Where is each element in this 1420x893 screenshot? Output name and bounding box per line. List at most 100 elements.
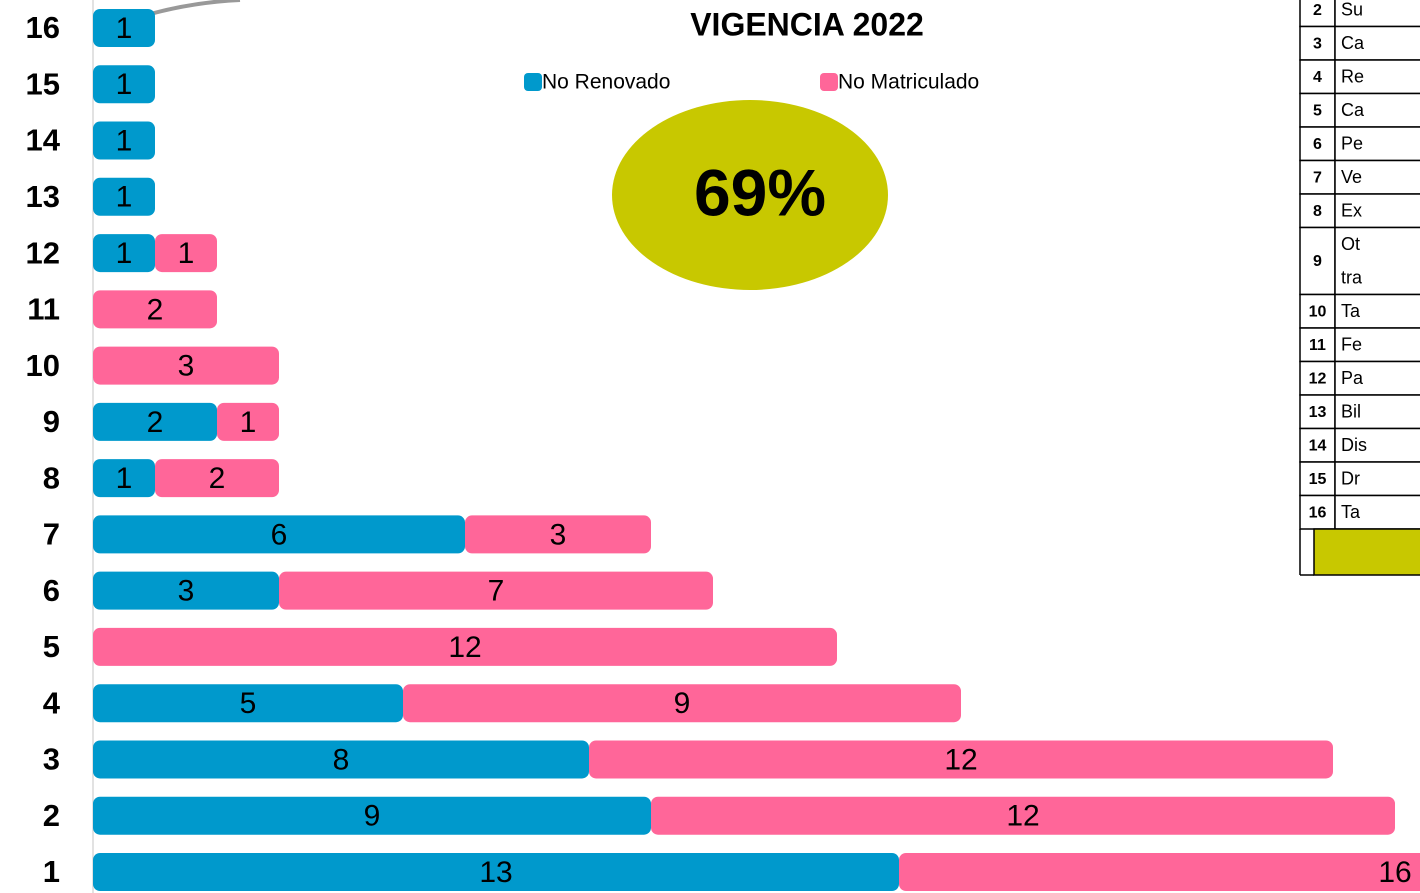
row-number: 9	[1313, 253, 1322, 270]
table-cell	[1334, 226, 1420, 296]
row-number: 4	[1313, 69, 1322, 86]
bars: 1 13 162 9 123 8 124 5 95 126 3 77 6 38 1 29 2 110 311 212 1…	[26, 9, 1420, 891]
value-label: 1	[240, 406, 257, 439]
y-tick-label: 6	[43, 573, 60, 608]
value-label: 1	[116, 181, 133, 214]
value-label: 6	[271, 518, 288, 551]
row-text: Pa	[1341, 368, 1364, 388]
value-label: 1	[116, 12, 133, 45]
bar-segment	[93, 65, 155, 104]
table-cell	[1299, 494, 1336, 530]
value-label: 12	[448, 631, 481, 664]
row-number: 8	[1313, 203, 1322, 220]
bar-segment	[279, 571, 713, 610]
row-number: 14	[1309, 437, 1327, 454]
row-text: Pe	[1341, 134, 1363, 154]
y-tick-label: 15	[26, 66, 60, 101]
value-label: 3	[178, 575, 195, 608]
y-tick-label: 1	[43, 854, 60, 889]
value-label: 2	[209, 462, 226, 495]
value-label: 12	[1006, 800, 1039, 833]
table-cell	[1299, 461, 1336, 497]
bar-segment	[93, 402, 217, 441]
row-number: 13	[1309, 404, 1327, 421]
table-cell	[1334, 193, 1420, 229]
legend-swatch	[820, 73, 838, 91]
value-label: 12	[944, 743, 977, 776]
y-tick-label: 4	[43, 685, 61, 720]
row-text: tra	[1341, 268, 1363, 288]
row-text: Ca	[1341, 33, 1365, 53]
table-cell	[1334, 92, 1420, 128]
legend-swatch	[524, 73, 542, 91]
value-label: 1	[178, 237, 195, 270]
legend-label: No Renovado	[542, 71, 670, 94]
legend-label: No Matriculado	[838, 71, 979, 94]
y-tick-label: 3	[43, 742, 60, 777]
bar-segment	[899, 853, 1420, 891]
row-text: Ta	[1341, 301, 1361, 321]
bar-segment	[93, 346, 279, 385]
row-text: Fe	[1341, 335, 1362, 355]
table-cell	[1334, 0, 1420, 28]
decoration	[149, 0, 241, 16]
table-cell	[1299, 25, 1336, 61]
value-label: 1	[116, 124, 133, 157]
row-text: Ex	[1341, 201, 1362, 221]
row-number: 5	[1313, 102, 1322, 119]
bar-segment	[93, 177, 155, 216]
y-tick-label: 12	[26, 235, 60, 270]
bar-segment	[93, 234, 155, 273]
value-label: 1	[116, 462, 133, 495]
table-cell	[1334, 327, 1420, 363]
value-label: 8	[333, 743, 350, 776]
row-text: Dr	[1341, 469, 1360, 489]
bar-segment	[93, 290, 217, 329]
row-number: 16	[1309, 504, 1327, 521]
legend: No Renovado No Matriculado	[524, 71, 979, 94]
bar-segment	[93, 627, 837, 666]
y-tick-label: 7	[43, 517, 60, 552]
table: 2 Su 3 Ca 4 Re 5 Ca 6 Pe 7 Ve 8 Ex 9 Ot tra 10 Ta 11 Fe 12 Pa 1…	[1299, 0, 1420, 576]
row-number: 11	[1309, 337, 1326, 354]
value-label: 2	[147, 293, 164, 326]
row-number: 7	[1313, 169, 1322, 186]
table-cell	[1334, 494, 1420, 530]
y-tick-label: 2	[43, 798, 60, 833]
table-cell	[1334, 427, 1420, 463]
table-cell	[1299, 92, 1336, 128]
table-cell	[1334, 461, 1420, 497]
table-cell	[1334, 360, 1420, 396]
chart-title: VIGENCIA 2022	[690, 6, 924, 42]
y-tick-label: 14	[26, 123, 61, 158]
bar-segment	[93, 459, 155, 498]
bar-segment	[93, 515, 465, 554]
row-text: Ve	[1341, 167, 1362, 187]
bar-segment	[465, 515, 651, 554]
bar-segment	[93, 740, 589, 779]
row-number: 10	[1309, 303, 1327, 320]
bar-segment	[589, 740, 1333, 779]
row-number: 2	[1313, 2, 1322, 19]
row-text: Dis	[1341, 435, 1367, 455]
value-label: 9	[364, 800, 381, 833]
bar-segment	[217, 402, 279, 441]
y-tick-label: 10	[26, 348, 60, 383]
bar-segment	[651, 796, 1395, 835]
row-number: 3	[1313, 35, 1322, 52]
table-footer	[1313, 528, 1420, 576]
row-text: Bil	[1341, 402, 1361, 422]
row-number: 12	[1309, 370, 1327, 387]
row-text: Ta	[1341, 502, 1361, 522]
row-text: Ca	[1341, 100, 1365, 120]
table-cell	[1334, 159, 1420, 195]
y-tick-label: 5	[43, 629, 60, 664]
y-tick-label: 9	[43, 404, 60, 439]
bar-segment	[403, 684, 961, 723]
bar-segment	[93, 571, 279, 610]
row-text: Ot	[1341, 234, 1360, 254]
row-text: Su	[1341, 0, 1363, 20]
bar-segment	[93, 9, 155, 47]
table-cell	[1299, 293, 1336, 329]
